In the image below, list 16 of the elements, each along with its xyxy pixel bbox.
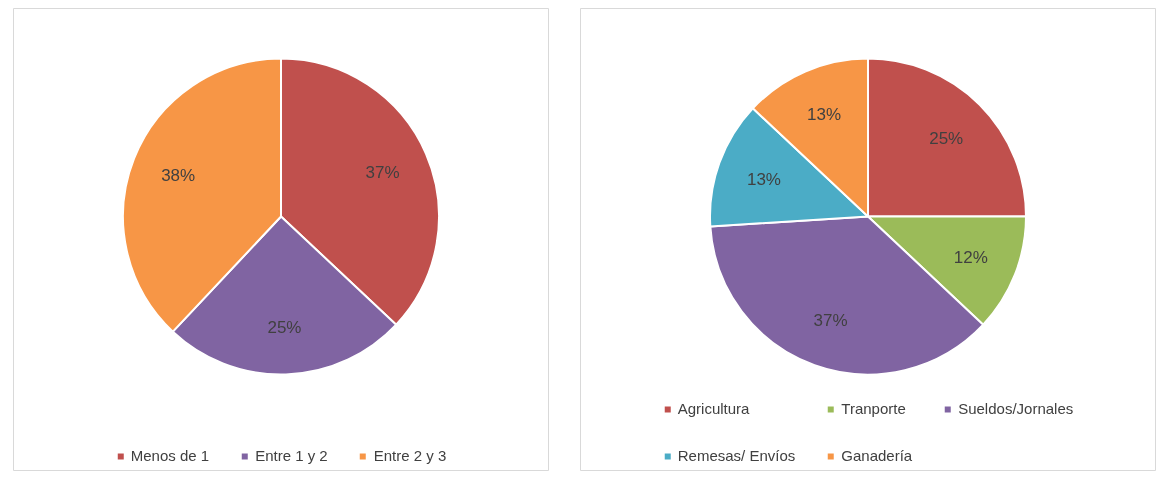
data-label: 25% xyxy=(929,128,964,148)
legend-label: Tranporte xyxy=(841,400,906,417)
data-label: 13% xyxy=(746,169,781,189)
data-label: 12% xyxy=(953,247,988,267)
data-label: 38% xyxy=(161,166,196,186)
legend-label: Ganadería xyxy=(841,447,913,464)
legend-label: Sueldos/Jornales xyxy=(958,400,1074,417)
legend-label: Entre 2 y 3 xyxy=(373,447,447,464)
data-label: 37% xyxy=(813,311,848,331)
legend-label: Agricultura xyxy=(677,400,750,417)
data-label: 13% xyxy=(807,105,842,125)
legend-label: Remesas/ Envíos xyxy=(677,447,796,464)
legend-label: Entre 1 y 2 xyxy=(255,447,328,464)
data-label: 37% xyxy=(365,163,400,183)
legend-label: Menos de 1 xyxy=(130,447,210,464)
data-label: 25% xyxy=(267,317,302,337)
